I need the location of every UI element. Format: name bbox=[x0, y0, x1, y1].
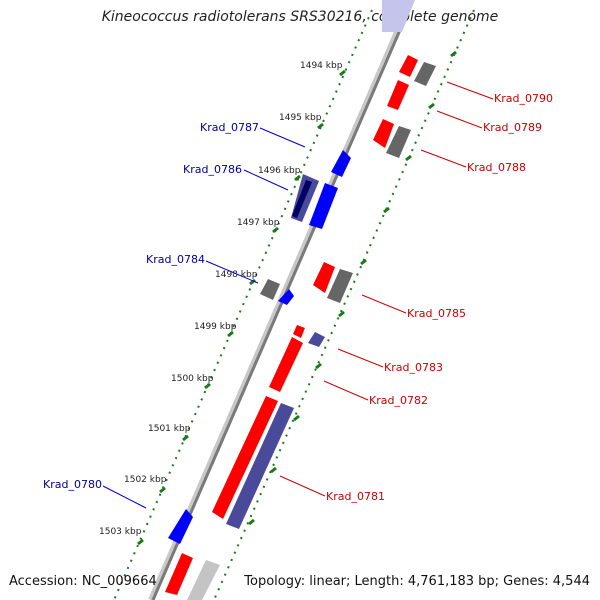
gene-arrow[interactable] bbox=[212, 396, 278, 519]
gene-arrow[interactable] bbox=[399, 55, 418, 77]
gene-arrow[interactable] bbox=[226, 403, 294, 529]
gene-arrow[interactable] bbox=[269, 337, 303, 392]
kbp-label: 1494 kbp bbox=[300, 61, 343, 71]
right-scale-track bbox=[213, 9, 475, 600]
plus-label-leaders bbox=[279, 81, 494, 497]
gene-label[interactable]: Krad_0789 bbox=[483, 121, 542, 134]
kbp-label: 1495 kbp bbox=[279, 113, 322, 123]
gene-label[interactable]: Krad_0784 bbox=[146, 253, 205, 266]
gene-arrow[interactable] bbox=[309, 183, 338, 229]
gene-label[interactable]: Krad_0786 bbox=[183, 163, 242, 176]
gene-arrow[interactable] bbox=[387, 80, 409, 110]
plus-gene-labels: Krad_0790 Krad_0789 Krad_0788 Krad_0785 … bbox=[326, 92, 553, 503]
kbp-label: 1497 kbp bbox=[237, 218, 280, 228]
gene-arrow[interactable] bbox=[292, 180, 312, 218]
gene-arrow[interactable] bbox=[278, 289, 294, 305]
kbp-label: 1503 kbp bbox=[99, 527, 142, 537]
gene-arrow[interactable] bbox=[414, 62, 436, 86]
gene-arrow[interactable] bbox=[331, 150, 351, 177]
gene-arrow[interactable] bbox=[165, 553, 193, 595]
gene-arrow[interactable] bbox=[187, 560, 220, 600]
kbp-labels: 1494 kbp 1495 kbp 1496 kbp 1497 kbp 1498… bbox=[99, 61, 343, 537]
kbp-label: 1496 kbp bbox=[258, 166, 301, 176]
accession-text: Accession: NC_009664 bbox=[9, 574, 157, 589]
gene-label[interactable]: Krad_0782 bbox=[369, 394, 428, 407]
gene-label[interactable]: Krad_0787 bbox=[200, 121, 259, 134]
gene-arrow[interactable] bbox=[293, 325, 305, 338]
gene-arrow[interactable] bbox=[373, 119, 394, 148]
gene-arrow[interactable] bbox=[382, 0, 415, 32]
gene-label[interactable]: Krad_0781 bbox=[326, 490, 385, 503]
gene-label[interactable]: Krad_0790 bbox=[494, 92, 553, 105]
gene-arrow[interactable] bbox=[168, 509, 193, 544]
left-scale-track bbox=[113, 9, 373, 600]
kbp-label: 1501 kbp bbox=[148, 424, 191, 434]
scale-major-ticks bbox=[137, 50, 457, 546]
minus-gene-labels: Krad_0787 Krad_0786 Krad_0784 Krad_0780 bbox=[43, 121, 259, 491]
gene-label[interactable]: Krad_0788 bbox=[467, 161, 526, 174]
gene-arrow[interactable] bbox=[327, 269, 353, 303]
plus-strand-genes bbox=[165, 0, 436, 600]
gene-arrow[interactable] bbox=[386, 126, 411, 158]
minus-strand-genes bbox=[168, 150, 351, 544]
minus-label-leaders bbox=[102, 127, 306, 509]
gene-label[interactable]: Krad_0785 bbox=[407, 307, 466, 320]
kbp-label: 1500 kbp bbox=[171, 374, 214, 384]
gene-label[interactable]: Krad_0783 bbox=[384, 361, 443, 374]
gene-arrow[interactable] bbox=[308, 332, 325, 347]
kbp-label: 1502 kbp bbox=[124, 475, 167, 485]
gene-arrow[interactable] bbox=[260, 279, 280, 300]
gene-arrow[interactable] bbox=[313, 262, 335, 293]
gene-label[interactable]: Krad_0780 bbox=[43, 478, 102, 491]
topology-text: Topology: linear; Length: 4,761,183 bp; … bbox=[244, 574, 590, 589]
kbp-label: 1498 kbp bbox=[215, 270, 258, 280]
kbp-label: 1499 kbp bbox=[194, 322, 237, 332]
